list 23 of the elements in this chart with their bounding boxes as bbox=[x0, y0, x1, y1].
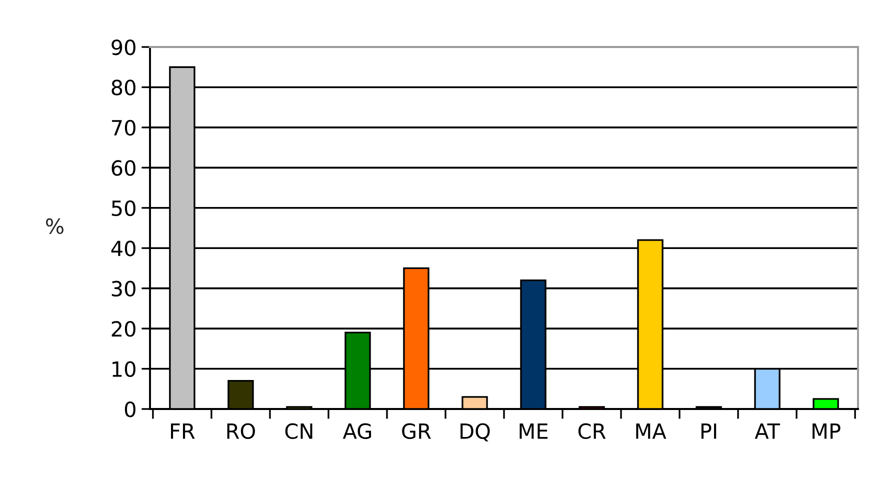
y-tick-label: 90 bbox=[112, 39, 136, 56]
x-tick-label: MA bbox=[636, 424, 666, 439]
y-tick-label: 80 bbox=[112, 80, 136, 96]
x-tick-label: RO bbox=[227, 423, 255, 440]
y-tick-label: 20 bbox=[112, 321, 136, 337]
y-tick-label: 50 bbox=[112, 200, 136, 216]
y-tick-label: 40 bbox=[111, 240, 136, 256]
y-tick-label: 60 bbox=[112, 160, 136, 176]
x-tick-label: CR bbox=[578, 423, 606, 440]
y-tick-label: 0 bbox=[124, 401, 136, 418]
x-tick-label: FR bbox=[170, 424, 195, 439]
x-tick-label: GR bbox=[402, 423, 431, 440]
x-tick-label: MP bbox=[812, 424, 840, 439]
y-tick-label: 70 bbox=[112, 120, 136, 136]
y-tick-label: 30 bbox=[112, 280, 136, 297]
y-axis-title: % bbox=[46, 218, 64, 234]
x-tick-label: CN bbox=[285, 423, 312, 440]
x-tick-label: AG bbox=[342, 423, 372, 440]
x-tick-label: PI bbox=[701, 424, 716, 439]
x-tick-label: ME bbox=[520, 424, 548, 439]
y-tick-label: 10 bbox=[112, 361, 136, 377]
x-tick-label: DQ bbox=[460, 423, 490, 442]
x-tick-label: AT bbox=[754, 424, 780, 439]
